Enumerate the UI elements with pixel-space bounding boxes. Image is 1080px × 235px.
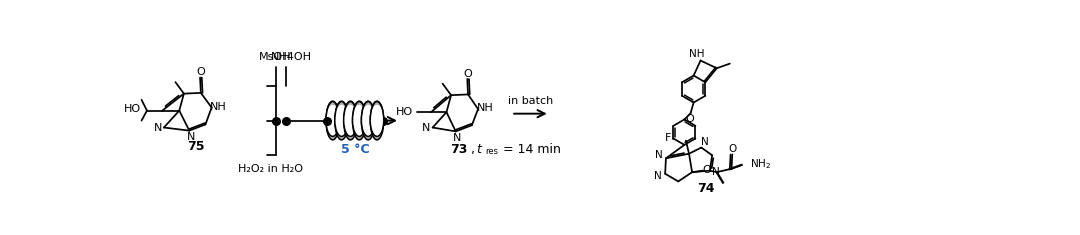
Text: NH4OH: NH4OH [270, 52, 311, 63]
Text: NH$_2$: NH$_2$ [750, 157, 771, 171]
Text: res: res [486, 146, 499, 156]
Text: 74: 74 [698, 182, 715, 195]
Text: N: N [701, 137, 708, 147]
Ellipse shape [343, 101, 357, 140]
Text: N: N [656, 150, 663, 160]
Text: N: N [454, 133, 461, 143]
Text: NH: NH [211, 102, 227, 112]
Text: O: O [197, 67, 205, 77]
Ellipse shape [370, 105, 383, 136]
Text: 73: 73 [450, 143, 468, 156]
Ellipse shape [352, 105, 366, 136]
Ellipse shape [326, 101, 339, 140]
Text: N: N [654, 171, 662, 181]
Ellipse shape [362, 105, 375, 136]
Text: N: N [712, 167, 720, 177]
Text: O: O [463, 69, 472, 79]
Text: N: N [187, 132, 195, 142]
Ellipse shape [362, 101, 375, 140]
Ellipse shape [370, 101, 383, 140]
Ellipse shape [326, 105, 339, 136]
Ellipse shape [335, 101, 348, 140]
Text: $t$: $t$ [476, 143, 484, 156]
Text: in batch: in batch [508, 96, 553, 106]
Text: N: N [153, 123, 162, 133]
Text: 75: 75 [187, 140, 204, 153]
Ellipse shape [343, 105, 357, 136]
Text: O: O [728, 144, 737, 154]
Text: NH: NH [476, 103, 494, 113]
Text: HO: HO [123, 104, 140, 114]
Text: O: O [702, 165, 711, 175]
Text: MsOH: MsOH [259, 52, 292, 63]
Text: O: O [686, 114, 694, 124]
Text: F: F [665, 133, 671, 143]
Text: ,: , [471, 143, 480, 156]
Ellipse shape [352, 101, 366, 140]
Text: HO: HO [395, 107, 413, 117]
Text: 5 °C: 5 °C [340, 143, 369, 156]
Text: = 14 min: = 14 min [499, 143, 561, 156]
Text: N: N [422, 123, 431, 133]
Text: NH: NH [689, 49, 704, 59]
Text: H₂O₂ in H₂O: H₂O₂ in H₂O [238, 164, 302, 174]
Ellipse shape [335, 105, 348, 136]
